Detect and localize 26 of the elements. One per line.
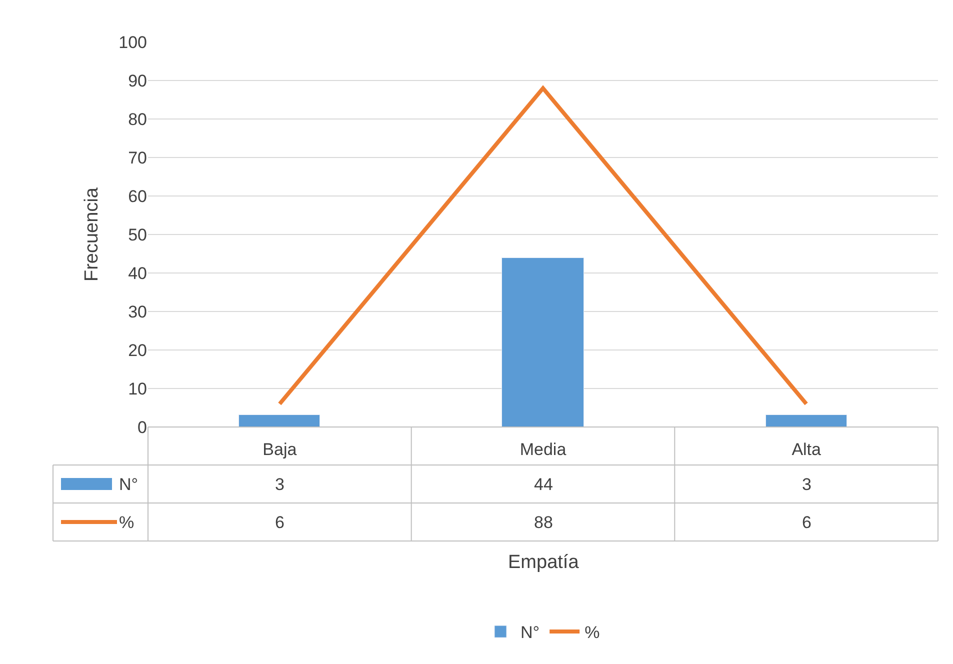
x-axis-title: Empatía bbox=[508, 552, 580, 573]
y-tick-label: 70 bbox=[128, 148, 147, 168]
y-tick-label: 60 bbox=[128, 186, 147, 206]
y-tick-label: 40 bbox=[128, 264, 147, 283]
y-tick-label: 20 bbox=[128, 340, 147, 360]
text: N° bbox=[520, 623, 540, 642]
y-tick-label: 100 bbox=[118, 32, 147, 52]
data-label: 6 bbox=[802, 513, 812, 532]
data-label: 6 bbox=[275, 513, 284, 532]
data-label: 44 bbox=[534, 475, 553, 494]
y-tick-label: 80 bbox=[128, 110, 147, 129]
legend-label: % bbox=[119, 513, 134, 532]
legend-label: N° bbox=[119, 475, 138, 494]
y-tick-label: 90 bbox=[128, 71, 147, 90]
x-tick-label: Alta bbox=[792, 440, 822, 459]
y-tick-label: 10 bbox=[128, 379, 147, 398]
y-tick-label: 0 bbox=[138, 418, 147, 437]
x-tick-label: Baja bbox=[262, 440, 298, 459]
x-tick-label: Media bbox=[520, 440, 567, 459]
text: % bbox=[584, 623, 600, 642]
data-label: 3 bbox=[275, 475, 284, 494]
y-axis-title: Frecuencia bbox=[81, 187, 102, 282]
data-label: 88 bbox=[534, 513, 553, 532]
data-label: 3 bbox=[802, 475, 812, 494]
y-tick-label: 30 bbox=[128, 302, 147, 322]
y-tick-label: 50 bbox=[128, 225, 147, 244]
